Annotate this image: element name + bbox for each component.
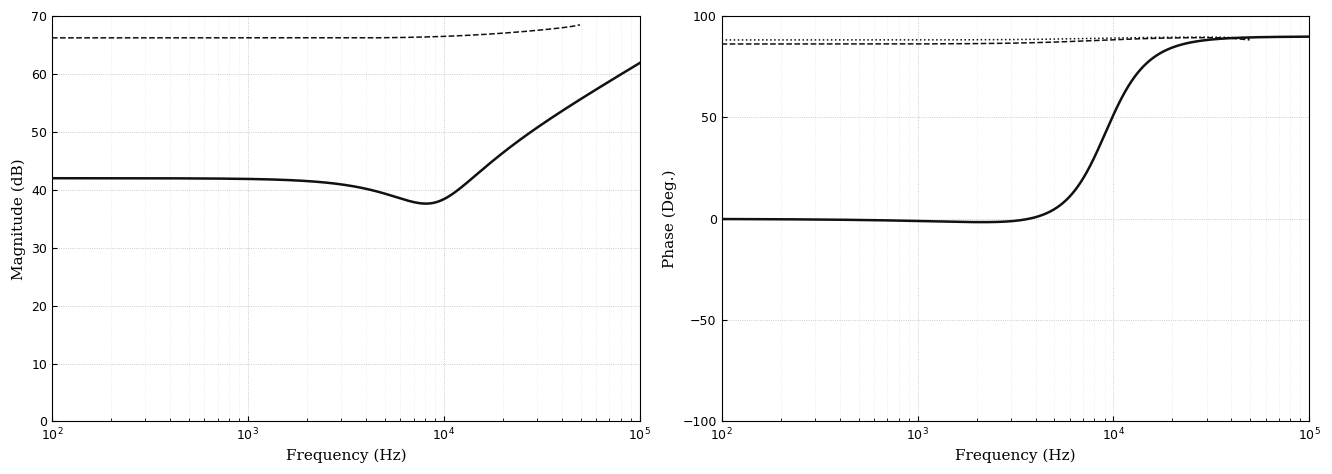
X-axis label: Frequency (Hz): Frequency (Hz): [285, 448, 406, 463]
Y-axis label: Magnitude (dB): Magnitude (dB): [11, 158, 25, 280]
Y-axis label: Phase (Deg.): Phase (Deg.): [662, 170, 677, 268]
X-axis label: Frequency (Hz): Frequency (Hz): [955, 448, 1076, 463]
